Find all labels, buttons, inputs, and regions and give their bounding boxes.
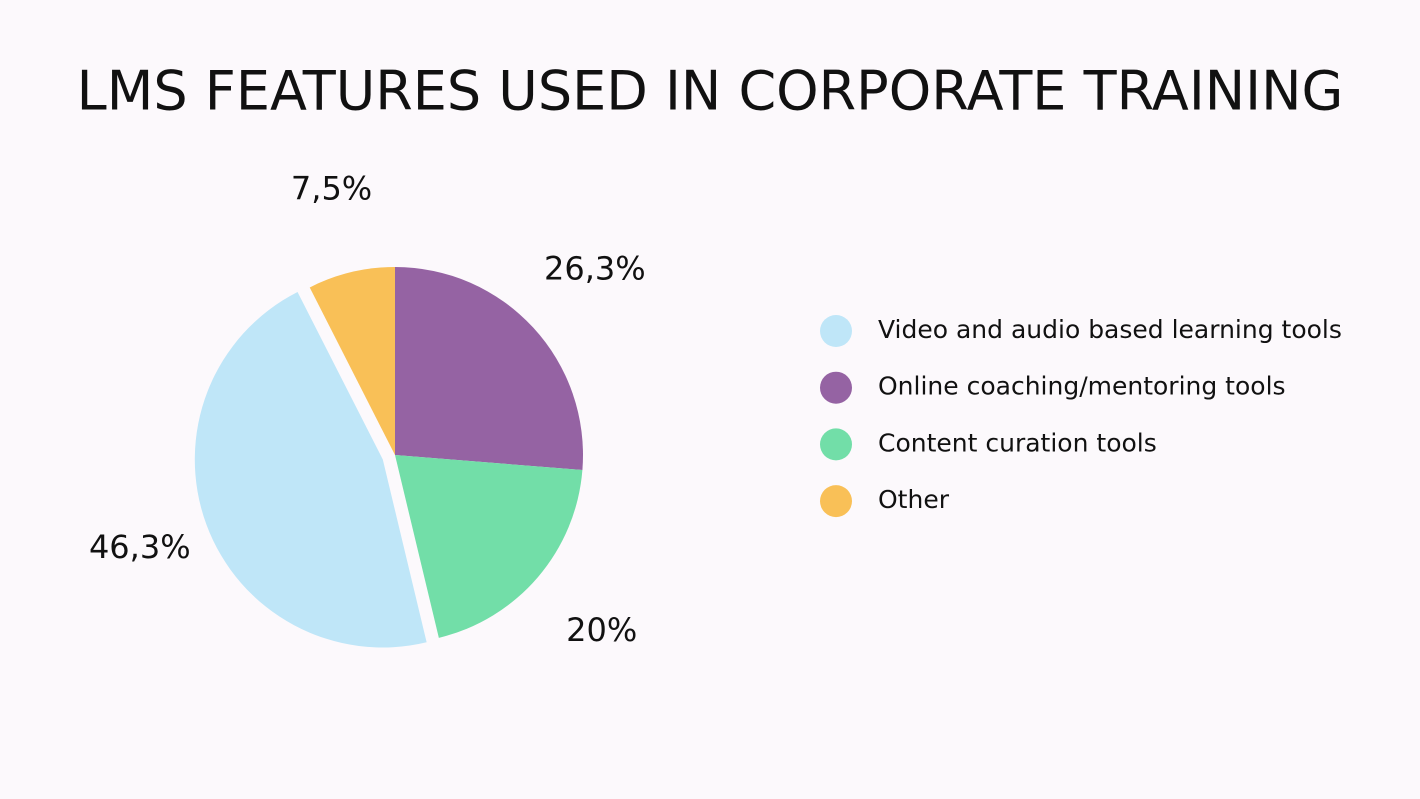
pie-slice: [395, 455, 583, 638]
legend-label: Online coaching/mentoring tools: [878, 372, 1286, 401]
pie-slice: [194, 291, 427, 648]
legend-label: Content curation tools: [878, 428, 1157, 457]
pie-slice: [309, 267, 395, 455]
chart-title: LMS FEATURES USED IN CORPORATE TRAINING: [77, 60, 1344, 123]
value-label: 20%: [566, 611, 637, 649]
pie-slice: [395, 267, 583, 471]
legend-label: Other: [878, 485, 950, 514]
legend-swatch: [820, 428, 852, 461]
legend-swatch: [820, 485, 852, 518]
value-label: 26,3%: [544, 250, 646, 288]
legend-label: Video and audio based learning tools: [878, 315, 1342, 344]
value-label: 7,5%: [291, 170, 372, 208]
legend-swatch: [820, 315, 852, 347]
legend-swatch: [820, 371, 852, 404]
value-label: 46,3%: [89, 528, 191, 566]
